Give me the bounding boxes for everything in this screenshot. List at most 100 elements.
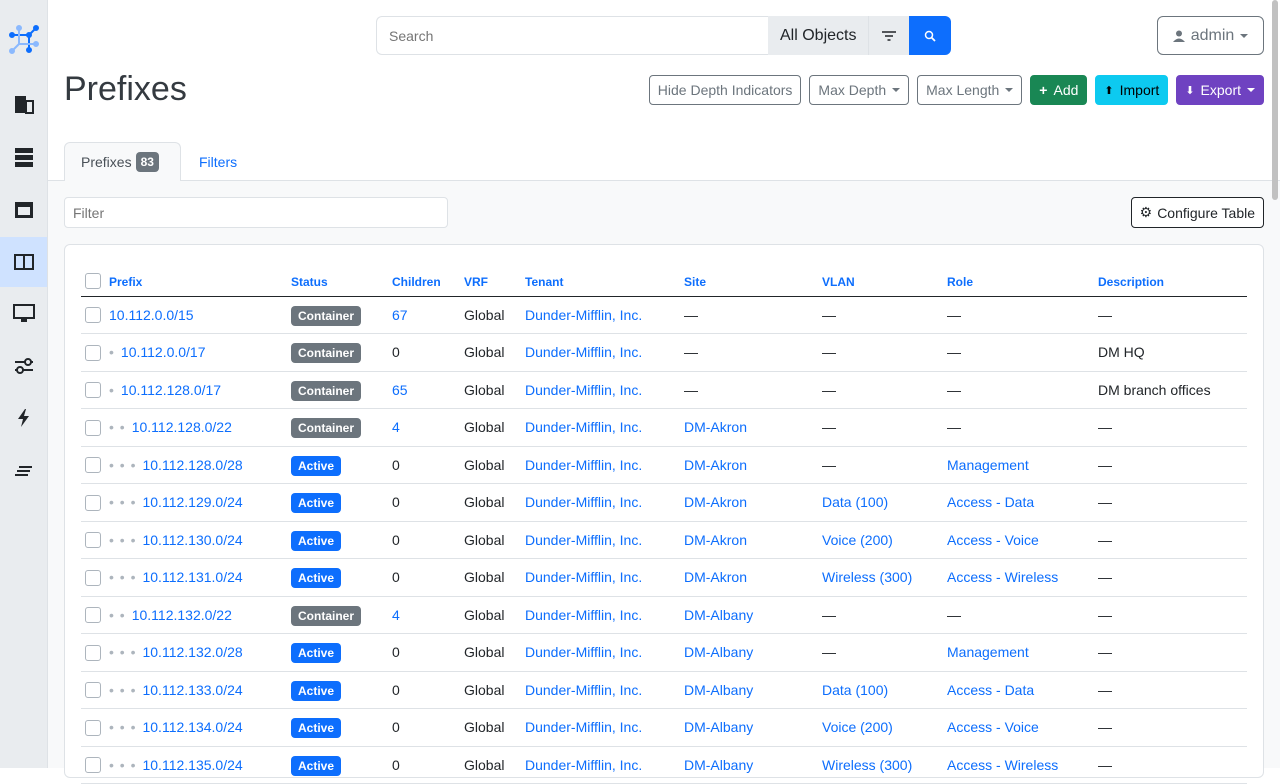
prefix-link[interactable]: 10.112.128.0/28 <box>142 456 243 473</box>
hide-depth-indicators-button[interactable]: Hide Depth Indicators <box>648 75 802 105</box>
row-checkbox[interactable] <box>85 494 101 511</box>
prefix-link[interactable]: 10.112.130.0/24 <box>142 531 243 548</box>
row-checkbox[interactable] <box>85 644 101 661</box>
tab-prefixes[interactable]: Prefixes 83 <box>64 142 181 182</box>
search-input[interactable] <box>376 16 768 55</box>
prefix-link[interactable]: 10.112.131.0/24 <box>142 569 243 586</box>
column-header-children[interactable]: Children <box>392 267 464 297</box>
row-checkbox[interactable] <box>85 307 101 324</box>
site-link[interactable]: DM-Albany <box>684 719 754 736</box>
other-icon[interactable] <box>0 445 47 495</box>
tenant-link[interactable]: Dunder-Mifflin, Inc. <box>525 344 643 361</box>
row-checkbox[interactable] <box>85 607 101 624</box>
column-header-vrf[interactable]: VRF <box>464 267 525 297</box>
tenant-link[interactable]: Dunder-Mifflin, Inc. <box>525 569 643 586</box>
user-menu-button[interactable]: admin <box>1157 16 1264 55</box>
role-link[interactable]: Access - Wireless <box>947 756 1059 773</box>
configure-table-button[interactable]: ⚙ Configure Table <box>1130 197 1264 228</box>
tenant-link[interactable]: Dunder-Mifflin, Inc. <box>525 419 643 436</box>
vlan-link[interactable]: Data (100) <box>822 494 889 511</box>
row-checkbox[interactable] <box>85 757 101 774</box>
site-link[interactable]: DM-Akron <box>684 494 748 511</box>
tab-filters[interactable]: Filters <box>199 153 238 170</box>
vlan-link[interactable]: Wireless (300) <box>822 569 913 586</box>
column-header-role[interactable]: Role <box>947 267 1098 297</box>
children-link[interactable]: 4 <box>392 606 400 623</box>
max-length-dropdown[interactable]: Max Length <box>917 75 1023 105</box>
column-header-vlan[interactable]: VLAN <box>822 267 947 297</box>
site-link[interactable]: DM-Albany <box>684 756 754 773</box>
search-button[interactable] <box>909 16 952 55</box>
prefix-link[interactable]: 10.112.135.0/24 <box>142 756 243 773</box>
role-link[interactable]: Access - Data <box>947 494 1035 511</box>
prefix-link[interactable]: 10.112.0.0/17 <box>120 344 206 361</box>
select-all-checkbox[interactable] <box>85 272 101 289</box>
tenant-link[interactable]: Dunder-Mifflin, Inc. <box>525 756 643 773</box>
prefix-link[interactable]: 10.112.0.0/15 <box>109 306 194 323</box>
site-link[interactable]: DM-Akron <box>684 456 748 473</box>
devices-icon[interactable] <box>0 132 47 182</box>
search-scope-select[interactable]: All Objects <box>768 16 870 55</box>
prefix-link[interactable]: 10.112.128.0/17 <box>120 381 222 398</box>
tenant-link[interactable]: Dunder-Mifflin, Inc. <box>525 494 643 511</box>
column-header-prefix[interactable]: Prefix <box>109 267 291 297</box>
row-checkbox[interactable] <box>85 532 101 549</box>
row-checkbox[interactable] <box>85 569 101 586</box>
ipam-icon[interactable] <box>0 237 47 287</box>
vlan-link[interactable]: Voice (200) <box>822 719 893 736</box>
scrollbar[interactable] <box>1272 0 1278 200</box>
row-checkbox[interactable] <box>85 419 101 436</box>
site-link[interactable]: DM-Akron <box>684 419 748 436</box>
row-checkbox[interactable] <box>85 682 101 699</box>
search-filter-button[interactable] <box>869 16 910 55</box>
header-select-all[interactable] <box>81 267 109 297</box>
tenant-link[interactable]: Dunder-Mifflin, Inc. <box>525 531 643 548</box>
max-depth-dropdown[interactable]: Max Depth <box>809 75 910 105</box>
role-link[interactable]: Access - Wireless <box>947 569 1059 586</box>
column-header-description[interactable]: Description <box>1098 267 1247 297</box>
site-link[interactable]: DM-Akron <box>684 531 748 548</box>
prefix-link[interactable]: 10.112.134.0/24 <box>142 719 243 736</box>
site-link[interactable]: DM-Albany <box>684 606 754 623</box>
prefix-link[interactable]: 10.112.133.0/24 <box>142 681 243 698</box>
site-link[interactable]: DM-Akron <box>684 569 748 586</box>
virtualization-icon[interactable] <box>0 288 47 338</box>
tenant-link[interactable]: Dunder-Mifflin, Inc. <box>525 456 643 473</box>
role-link[interactable]: Access - Voice <box>947 531 1039 548</box>
row-checkbox[interactable] <box>85 382 101 399</box>
netbox-logo-icon[interactable] <box>0 15 47 65</box>
children-link[interactable]: 67 <box>392 306 408 323</box>
organization-icon[interactable] <box>0 79 47 129</box>
prefix-link[interactable]: 10.112.132.0/22 <box>131 606 232 623</box>
role-link[interactable]: Access - Voice <box>947 719 1039 736</box>
table-filter-input[interactable] <box>64 197 448 228</box>
children-link[interactable]: 4 <box>392 419 400 436</box>
site-link[interactable]: DM-Albany <box>684 644 754 661</box>
role-link[interactable]: Management <box>947 644 1029 661</box>
column-header-site[interactable]: Site <box>684 267 822 297</box>
prefix-link[interactable]: 10.112.128.0/22 <box>131 419 232 436</box>
tenant-link[interactable]: Dunder-Mifflin, Inc. <box>525 606 643 623</box>
row-checkbox[interactable] <box>85 719 101 736</box>
tenant-link[interactable]: Dunder-Mifflin, Inc. <box>525 381 643 398</box>
tenant-link[interactable]: Dunder-Mifflin, Inc. <box>525 644 643 661</box>
vlan-link[interactable]: Wireless (300) <box>822 756 913 773</box>
tenant-link[interactable]: Dunder-Mifflin, Inc. <box>525 681 643 698</box>
row-checkbox[interactable] <box>85 457 101 474</box>
connections-icon[interactable] <box>0 185 47 235</box>
import-button[interactable]: ⬆ Import <box>1095 75 1169 105</box>
add-button[interactable]: + Add <box>1030 75 1088 105</box>
column-header-tenant[interactable]: Tenant <box>525 267 684 297</box>
row-checkbox[interactable] <box>85 344 101 361</box>
prefix-link[interactable]: 10.112.129.0/24 <box>142 494 243 511</box>
vlan-link[interactable]: Voice (200) <box>822 531 893 548</box>
prefix-link[interactable]: 10.112.132.0/28 <box>142 644 243 661</box>
role-link[interactable]: Access - Data <box>947 681 1035 698</box>
tenant-link[interactable]: Dunder-Mifflin, Inc. <box>525 719 643 736</box>
tenant-link[interactable]: Dunder-Mifflin, Inc. <box>525 306 643 323</box>
site-link[interactable]: DM-Albany <box>684 681 754 698</box>
vlan-link[interactable]: Data (100) <box>822 681 889 698</box>
children-link[interactable]: 65 <box>392 381 408 398</box>
export-dropdown[interactable]: ⬇ Export <box>1176 75 1264 105</box>
role-link[interactable]: Management <box>947 456 1029 473</box>
